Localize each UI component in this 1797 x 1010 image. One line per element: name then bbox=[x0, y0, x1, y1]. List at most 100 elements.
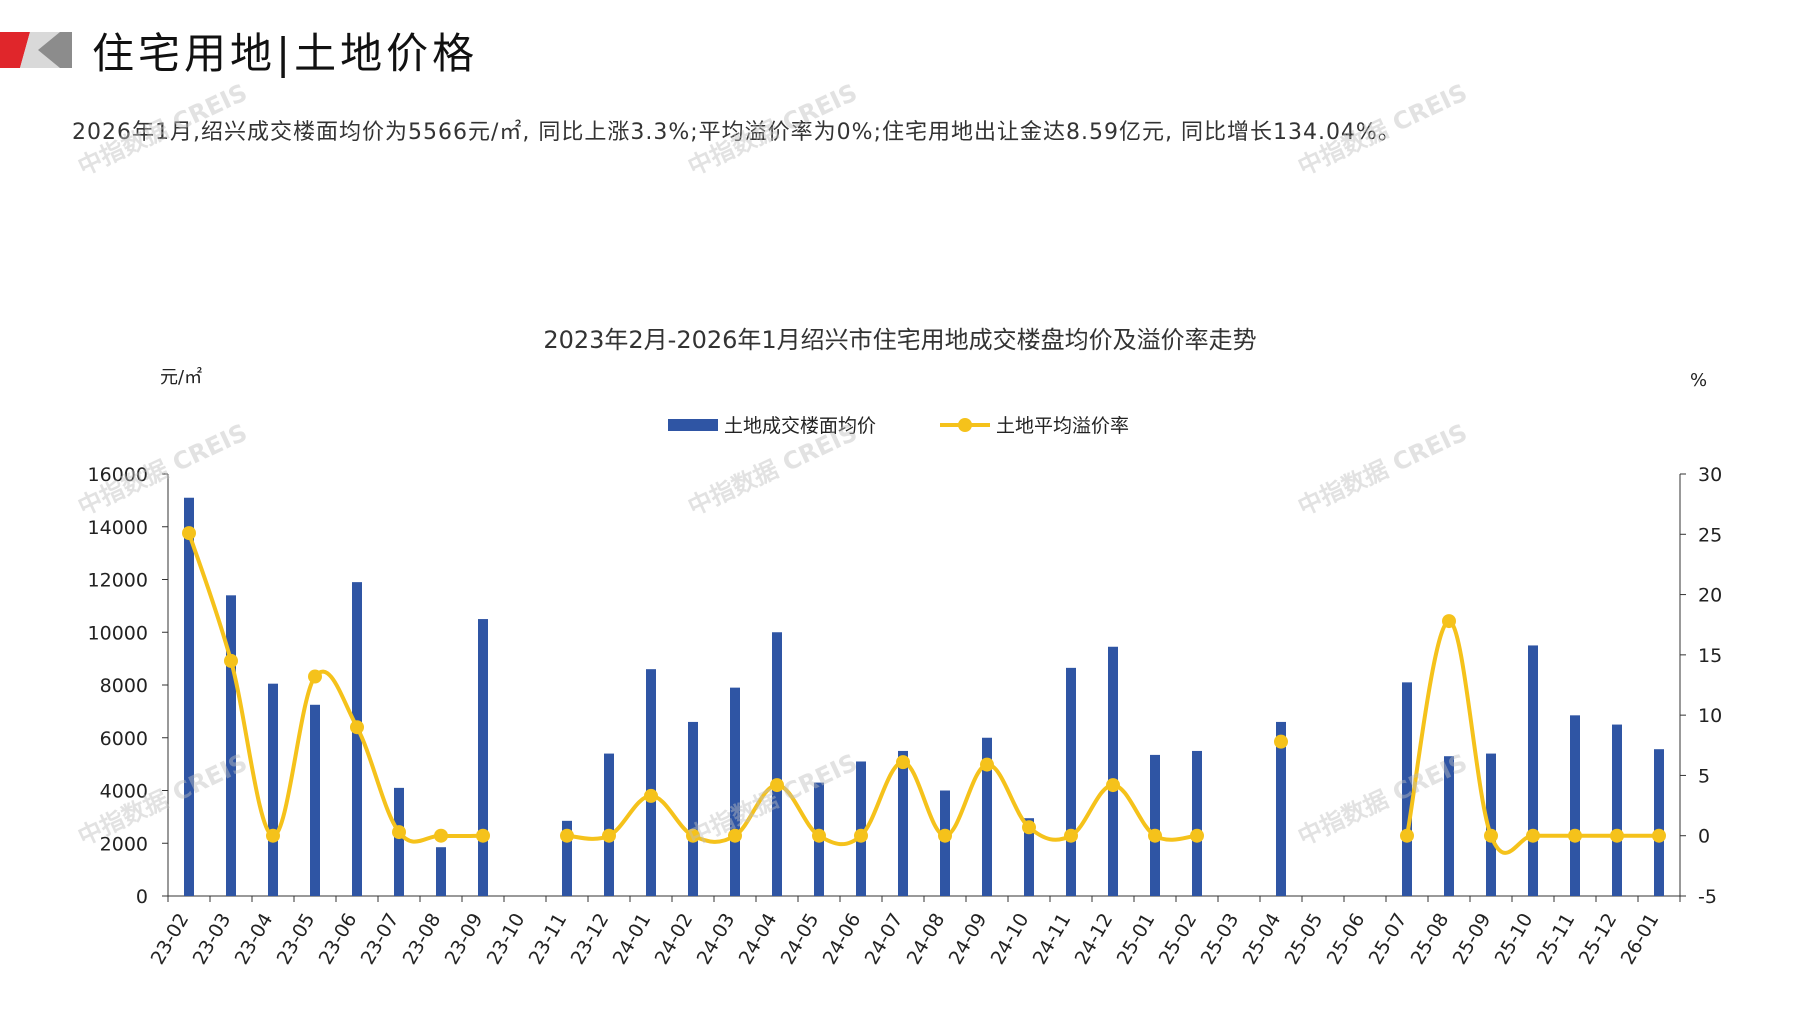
premium-point bbox=[1568, 828, 1582, 843]
premium-point bbox=[476, 828, 490, 843]
bar bbox=[772, 632, 782, 896]
bar bbox=[1528, 645, 1538, 896]
page-header: 住宅用地|土地价格 bbox=[0, 0, 1797, 110]
premium-point bbox=[434, 828, 448, 843]
x-tick-label: 23-07 bbox=[357, 910, 404, 969]
x-tick-label: 23-03 bbox=[189, 910, 236, 969]
bar bbox=[1612, 724, 1622, 896]
x-tick-label: 23-06 bbox=[315, 910, 362, 969]
right-tick-label: 15 bbox=[1698, 645, 1722, 667]
left-tick-label: 0 bbox=[136, 886, 148, 908]
x-tick-label: 25-03 bbox=[1197, 910, 1244, 969]
left-tick-label: 16000 bbox=[88, 464, 148, 486]
x-tick-label: 24-11 bbox=[1029, 910, 1076, 969]
x-tick-label: 24-01 bbox=[609, 910, 656, 969]
right-tick-label: 20 bbox=[1698, 585, 1722, 607]
left-tick-label: 8000 bbox=[100, 675, 148, 697]
premium-point bbox=[182, 526, 196, 541]
premium-point bbox=[350, 720, 364, 735]
right-tick-label: 5 bbox=[1698, 765, 1710, 787]
bar bbox=[646, 669, 656, 896]
premium-point bbox=[560, 828, 574, 843]
premium-point bbox=[980, 757, 994, 772]
premium-point bbox=[1106, 778, 1120, 793]
premium-point bbox=[812, 828, 826, 843]
premium-point bbox=[896, 755, 910, 770]
chart-title: 2023年2月-2026年1月绍兴市住宅用地成交楼盘均价及溢价率走势 bbox=[543, 326, 1256, 354]
x-tick-label: 25-09 bbox=[1449, 910, 1496, 969]
bar bbox=[1444, 756, 1454, 896]
right-tick-label: -5 bbox=[1698, 886, 1717, 908]
premium-point bbox=[1064, 828, 1078, 843]
summary-text: 2026年1月,绍兴成交楼面均价为5566元/㎡, 同比上涨3.3%;平均溢价率… bbox=[72, 120, 1401, 145]
left-tick-label: 12000 bbox=[88, 570, 148, 592]
x-tick-label: 23-05 bbox=[273, 910, 320, 969]
premium-point bbox=[686, 828, 700, 843]
x-tick-label: 24-10 bbox=[987, 910, 1034, 969]
premium-point bbox=[644, 788, 658, 803]
x-tick-label: 24-12 bbox=[1071, 910, 1118, 969]
premium-point bbox=[392, 825, 406, 840]
bar bbox=[1192, 750, 1202, 896]
premium-line bbox=[1405, 619, 1659, 855]
premium-point bbox=[1190, 828, 1204, 843]
bar bbox=[1570, 715, 1580, 896]
left-tick-label: 4000 bbox=[100, 781, 148, 803]
bar bbox=[478, 619, 488, 896]
premium-point bbox=[728, 828, 742, 843]
x-tick-label: 24-03 bbox=[693, 910, 740, 969]
premium-point bbox=[224, 653, 238, 668]
premium-point bbox=[1400, 828, 1414, 843]
left-tick-label: 6000 bbox=[100, 728, 148, 750]
right-axis-unit: % bbox=[1690, 370, 1707, 391]
premium-point bbox=[1274, 734, 1288, 749]
premium-point bbox=[602, 828, 616, 843]
right-tick-label: 10 bbox=[1698, 705, 1722, 727]
left-tick-label: 14000 bbox=[88, 517, 148, 539]
premium-point bbox=[266, 828, 280, 843]
bar bbox=[436, 847, 446, 896]
premium-point bbox=[770, 778, 784, 793]
x-tick-label: 25-08 bbox=[1407, 910, 1454, 969]
bar bbox=[268, 683, 278, 896]
x-tick-label: 24-02 bbox=[651, 910, 698, 969]
x-tick-label: 24-06 bbox=[819, 910, 866, 969]
x-tick-label: 23-08 bbox=[399, 910, 446, 969]
left-axis-unit: 元/㎡ bbox=[160, 366, 202, 388]
bar bbox=[394, 787, 404, 896]
x-tick-label: 24-04 bbox=[735, 910, 782, 969]
left-tick-label: 2000 bbox=[100, 833, 148, 855]
x-tick-label: 26-01 bbox=[1617, 910, 1664, 969]
premium-point bbox=[1022, 820, 1036, 835]
bar bbox=[898, 750, 908, 896]
bar bbox=[688, 721, 698, 896]
x-tick-label: 23-11 bbox=[525, 910, 572, 969]
premium-point bbox=[938, 828, 952, 843]
bar bbox=[1654, 749, 1664, 896]
x-tick-label: 24-08 bbox=[903, 910, 950, 969]
x-tick-label: 24-09 bbox=[945, 910, 992, 969]
x-tick-label: 23-02 bbox=[147, 910, 194, 969]
bar bbox=[1276, 721, 1286, 896]
bar bbox=[982, 737, 992, 896]
x-tick-label: 24-07 bbox=[861, 910, 908, 969]
legend-line-label: 土地平均溢价率 bbox=[996, 415, 1129, 437]
right-tick-label: 25 bbox=[1698, 524, 1722, 546]
bar bbox=[184, 497, 194, 896]
premium-point bbox=[308, 669, 322, 684]
page-title: 住宅用地|土地价格 bbox=[92, 29, 479, 78]
x-tick-label: 23-04 bbox=[231, 910, 278, 969]
bar bbox=[1066, 667, 1076, 896]
premium-point bbox=[854, 828, 868, 843]
right-tick-label: 30 bbox=[1698, 464, 1722, 486]
bar bbox=[562, 820, 572, 896]
x-tick-label: 25-12 bbox=[1575, 910, 1622, 969]
x-tick-label: 23-10 bbox=[483, 910, 530, 969]
bar bbox=[1486, 753, 1496, 896]
x-tick-label: 25-02 bbox=[1155, 910, 1202, 969]
bar bbox=[730, 687, 740, 896]
x-tick-label: 25-10 bbox=[1491, 910, 1538, 969]
legend-line-marker bbox=[958, 418, 972, 432]
x-tick-label: 25-06 bbox=[1323, 910, 1370, 969]
